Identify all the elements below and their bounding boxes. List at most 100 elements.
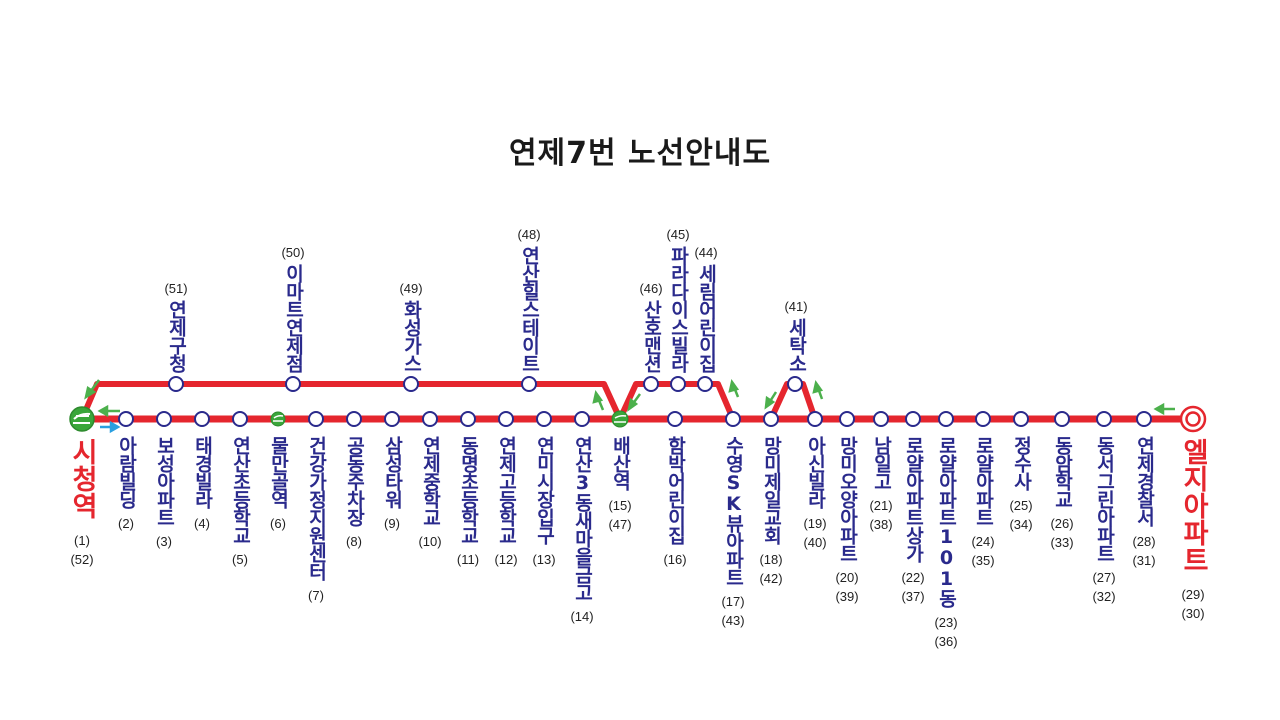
station-marker[interactable] bbox=[1013, 411, 1029, 427]
stop-number: (25) bbox=[1009, 498, 1033, 513]
station-marker[interactable] bbox=[938, 411, 954, 427]
station-marker[interactable] bbox=[422, 411, 438, 427]
stop-number: (12) bbox=[494, 552, 518, 567]
station-name: 동암학교 bbox=[1051, 436, 1074, 508]
station-marker[interactable] bbox=[787, 376, 803, 392]
station-label[interactable]: 남일고 (21) (38) bbox=[869, 436, 892, 534]
return-station-label[interactable]: (48) 연산힐스테이트 bbox=[517, 225, 540, 372]
station-label[interactable]: 아람빌딩 (2) bbox=[116, 436, 138, 533]
stop-number: (50) bbox=[281, 245, 305, 260]
return-route-line-west bbox=[79, 381, 623, 421]
station-marker[interactable] bbox=[905, 411, 921, 427]
station-label[interactable]: 동서그린아파트 (27) (32) bbox=[1092, 436, 1115, 606]
station-marker[interactable] bbox=[536, 411, 552, 427]
station-marker[interactable] bbox=[839, 411, 855, 427]
station-label[interactable]: 연제경찰서 (28) (31) bbox=[1132, 436, 1155, 570]
station-marker[interactable] bbox=[643, 376, 659, 392]
station-marker[interactable] bbox=[574, 411, 590, 427]
station-label[interactable]: 연제고등학교 (12) bbox=[494, 436, 517, 569]
return-station-label[interactable]: (45) 파라다이스빌라 bbox=[666, 225, 689, 372]
station-marker[interactable] bbox=[725, 411, 741, 427]
station-name: 수영SK뷰아파트 bbox=[722, 436, 745, 586]
station-marker[interactable] bbox=[1054, 411, 1070, 427]
station-label[interactable]: 삼성타워 (9) bbox=[382, 436, 404, 533]
station-marker[interactable] bbox=[194, 411, 210, 427]
station-marker[interactable] bbox=[763, 411, 779, 427]
station-marker[interactable] bbox=[232, 411, 248, 427]
station-label[interactable]: 망미제일교회 (18) (42) bbox=[759, 436, 782, 588]
route-map-title: 연제7번 노선안내도 bbox=[508, 136, 772, 171]
station-marker[interactable] bbox=[975, 411, 991, 427]
subway-transfer-icon[interactable] bbox=[270, 411, 286, 427]
stop-number: (40) bbox=[803, 535, 827, 550]
stop-number: (21) bbox=[869, 498, 893, 513]
station-marker[interactable] bbox=[403, 376, 419, 392]
stop-number: (32) bbox=[1092, 589, 1116, 604]
station-label[interactable]: 아신빌라 (19) (40) bbox=[803, 436, 826, 552]
station-marker[interactable] bbox=[118, 411, 134, 427]
station-label[interactable]: 함박어린이집 (16) bbox=[663, 436, 686, 569]
station-label[interactable]: 물만골역 (6) bbox=[268, 436, 290, 533]
station-label[interactable]: 정수사 (25) (34) bbox=[1009, 436, 1032, 534]
station-label[interactable]: 로얄아파트 (24) (35) bbox=[971, 436, 994, 570]
station-marker[interactable] bbox=[285, 376, 301, 392]
station-marker[interactable] bbox=[384, 411, 400, 427]
station-marker[interactable] bbox=[308, 411, 324, 427]
return-station-label[interactable]: (51) 연제구청 bbox=[164, 279, 187, 372]
subway-transfer-icon[interactable] bbox=[611, 410, 629, 428]
stop-number: (37) bbox=[901, 589, 925, 604]
return-station-label[interactable]: (44) 세림어린이집 bbox=[694, 243, 717, 372]
station-name: 건강가정지원센터 bbox=[305, 436, 328, 580]
station-marker[interactable] bbox=[521, 376, 537, 392]
station-name: 연산3동새마을금고 bbox=[571, 436, 594, 601]
stop-number: (26) bbox=[1050, 516, 1074, 531]
station-label[interactable]: 연제중학교 (10) bbox=[418, 436, 441, 551]
return-station-label[interactable]: (46) 산호맨션 bbox=[639, 279, 662, 372]
station-label[interactable]: 연산초등학교 (5) bbox=[230, 436, 252, 569]
stop-number: (48) bbox=[517, 227, 541, 242]
stop-number: (5) bbox=[232, 552, 248, 567]
station-label[interactable]: 동암학교 (26) (33) bbox=[1050, 436, 1073, 552]
station-label-baesan[interactable]: 배산역 (15) (47) bbox=[608, 436, 631, 534]
terminal-station-icon[interactable] bbox=[1179, 405, 1207, 433]
station-label[interactable]: 연산3동새마을금고 (14) bbox=[570, 436, 593, 626]
station-label[interactable]: 보성아파트 (3) bbox=[154, 436, 176, 551]
station-label[interactable]: 태경빌라 (4) bbox=[192, 436, 214, 533]
stop-number: (3) bbox=[156, 534, 172, 549]
station-label-lg-apt[interactable]: 엘지아파트 (29) (30) bbox=[1178, 438, 1209, 623]
station-marker[interactable] bbox=[346, 411, 362, 427]
station-marker[interactable] bbox=[667, 411, 683, 427]
station-label[interactable]: 수영SK뷰아파트 (17) (43) bbox=[721, 436, 744, 630]
station-marker[interactable] bbox=[807, 411, 823, 427]
station-label-sicheong[interactable]: 시청역 (1) (52) bbox=[67, 438, 98, 569]
stop-number: (42) bbox=[759, 571, 783, 586]
stop-number: (46) bbox=[639, 281, 663, 296]
stop-number: (34) bbox=[1009, 517, 1033, 532]
subway-transfer-icon[interactable] bbox=[69, 406, 95, 432]
station-name: 산호맨션 bbox=[640, 300, 663, 372]
station-label[interactable]: 건강가정지원센터 (7) bbox=[305, 436, 328, 605]
station-marker[interactable] bbox=[1096, 411, 1112, 427]
station-marker[interactable] bbox=[498, 411, 514, 427]
station-label[interactable]: 망미오양아파트 (20) (39) bbox=[835, 436, 858, 606]
station-marker[interactable] bbox=[156, 411, 172, 427]
return-station-label[interactable]: (49) 화성가스 bbox=[399, 279, 422, 372]
station-marker[interactable] bbox=[460, 411, 476, 427]
return-station-label[interactable]: (41) 세탁소 bbox=[784, 297, 807, 372]
stop-number: (9) bbox=[384, 516, 400, 531]
station-label[interactable]: 동명초등학교 (11) bbox=[457, 436, 480, 569]
station-name: 로얄아파트상가 bbox=[902, 436, 925, 562]
station-label[interactable]: 공동주차장 (8) bbox=[344, 436, 366, 551]
station-marker[interactable] bbox=[670, 376, 686, 392]
station-label[interactable]: 로얄아파트상가 (22) (37) bbox=[901, 436, 924, 606]
station-label[interactable]: 연미시장입구 (13) bbox=[532, 436, 555, 569]
station-marker[interactable] bbox=[697, 376, 713, 392]
stop-number: (17) bbox=[721, 594, 745, 609]
return-station-label[interactable]: (50) 이마트연제점 bbox=[281, 243, 304, 372]
station-name: 연미시장입구 bbox=[533, 436, 556, 544]
station-marker[interactable] bbox=[1136, 411, 1152, 427]
station-marker[interactable] bbox=[873, 411, 889, 427]
station-label[interactable]: 로얄아파트101동 (23) (36) bbox=[934, 436, 957, 651]
station-marker[interactable] bbox=[168, 376, 184, 392]
